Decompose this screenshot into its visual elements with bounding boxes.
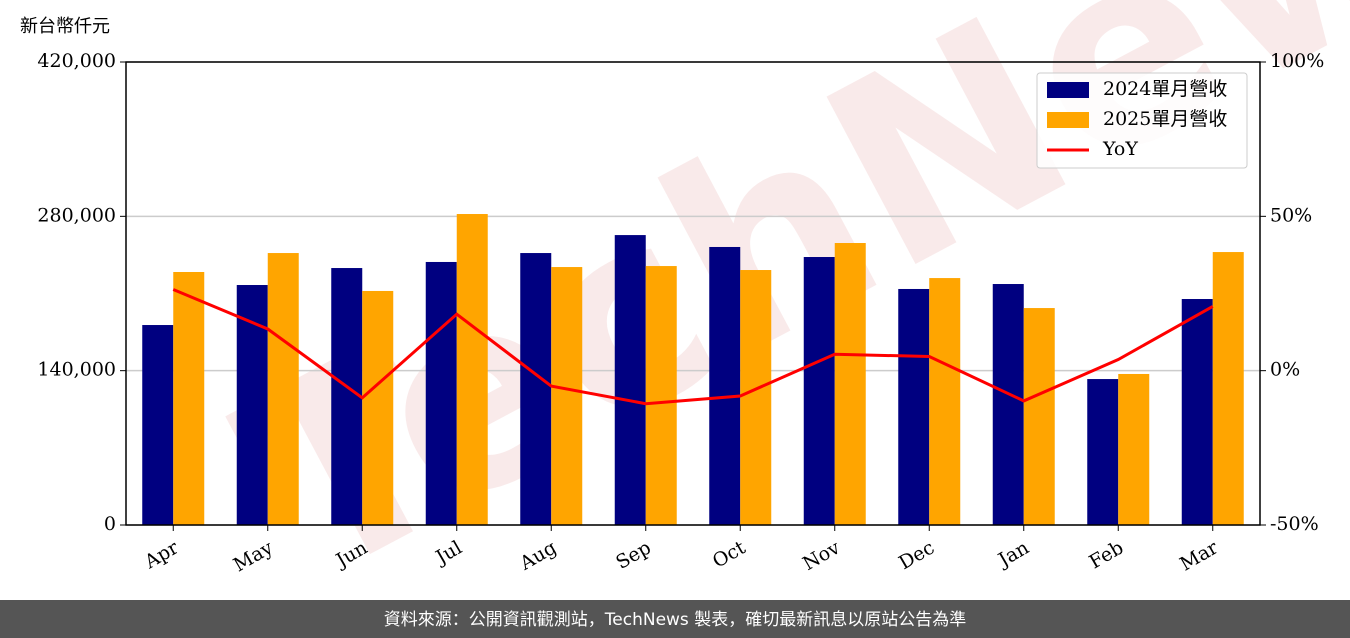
bar [1087,379,1119,525]
y2-tick-label: 100% [1270,50,1324,72]
bar [236,285,268,525]
bar [267,253,299,526]
y-tick-label: 280,000 [37,204,116,226]
y-tick-label: 0 [104,513,116,535]
legend-swatch [1047,82,1089,98]
bar [425,261,457,525]
x-tick-label: Apr [140,536,183,573]
bar [551,267,583,525]
x-tick-label: Nov [799,536,844,575]
bar [362,290,394,525]
legend-label: 2024單月營收 [1103,78,1227,100]
bar [614,235,646,526]
x-tick-label: Sep [612,537,655,574]
y-tick-label: 140,000 [37,359,116,381]
footer-bar [0,600,1350,638]
y-tick-label: 420,000 [37,50,116,72]
bar [1212,252,1244,525]
y2-tick-label: 50% [1270,204,1312,226]
bar [709,246,741,525]
bar [1023,308,1055,525]
x-tick-label: Dec [895,537,938,575]
bar [520,253,552,526]
x-tick-label: Feb [1085,537,1127,574]
legend-label: 2025單月營收 [1103,108,1227,130]
legend-label: YoY [1102,138,1138,160]
legend-box [1036,72,1248,169]
bar [331,268,363,525]
bar [1181,299,1213,525]
y-axis-label: 新台幣仟元 [20,16,110,37]
x-tick-label: Oct [709,536,750,572]
x-tick-label: Mar [1176,536,1222,575]
plot-frame [125,61,1261,526]
y2-tick-label: 0% [1270,359,1300,381]
legend-swatch [1047,112,1089,128]
bar [456,214,488,526]
bar [834,243,866,525]
bar [803,257,835,525]
line [172,288,1214,406]
bar [740,270,772,525]
bar [929,278,961,525]
x-tick-label: Jan [993,537,1033,573]
footer-text: 資料來源：公開資訊觀測站，TechNews 製表，確切最新訊息以原站公告為準 [384,610,966,630]
bar [992,284,1024,525]
bar [142,325,174,525]
bar [898,288,930,525]
bar [645,266,677,525]
bar [1118,373,1150,525]
y2-tick-label: -50% [1270,513,1319,535]
bar [173,272,205,525]
x-tick-label: May [230,536,277,576]
